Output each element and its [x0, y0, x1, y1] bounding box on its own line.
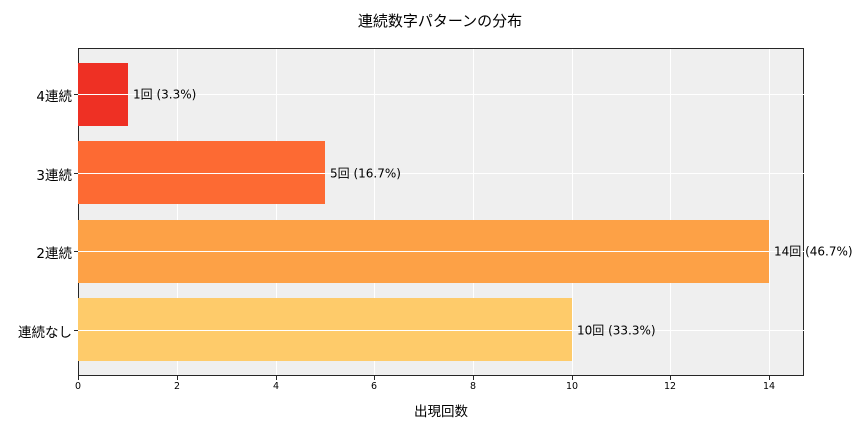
gridline-y-2-consecutive	[78, 251, 804, 252]
bar-no-consecutive	[78, 298, 572, 361]
x-axis-label: 出現回数	[414, 404, 468, 420]
ytick-mark	[74, 251, 78, 252]
gridline-y-4-consecutive	[78, 94, 804, 95]
xtick-label-4: 4	[272, 381, 280, 392]
gridline-y-3-consecutive	[78, 173, 804, 174]
bar-label-2-consecutive: 14回 (46.7%)	[774, 244, 853, 259]
gridline-x-12	[670, 48, 671, 376]
spine-bottom	[78, 375, 804, 376]
ytick-label-2-consecutive: 2連続	[36, 246, 72, 262]
xtick-mark	[769, 376, 770, 380]
plot-area	[78, 48, 804, 376]
xtick-label-12: 12	[663, 381, 677, 392]
ytick-mark	[74, 173, 78, 174]
ytick-label-3-consecutive: 3連続	[36, 168, 72, 184]
xtick-mark	[670, 376, 671, 380]
xtick-mark	[78, 376, 79, 380]
xtick-mark	[276, 376, 277, 380]
xtick-label-14: 14	[762, 381, 776, 392]
bar-label-no-consecutive: 10回 (33.3%)	[577, 323, 656, 338]
spine-right	[803, 48, 804, 376]
xtick-label-0: 0	[74, 381, 82, 392]
xtick-mark	[177, 376, 178, 380]
xtick-mark	[473, 376, 474, 380]
xtick-mark	[572, 376, 573, 380]
gridline-y-no-consecutive	[78, 330, 804, 331]
chart-title: 連続数字パターンの分布	[357, 12, 523, 30]
xtick-label-6: 6	[370, 381, 378, 392]
bar-3-consecutive	[78, 141, 325, 204]
gridline-x-4	[276, 48, 277, 376]
spine-left	[78, 48, 79, 376]
bar-label-4-consecutive: 1回 (3.3%)	[133, 87, 197, 102]
xtick-label-2: 2	[173, 381, 181, 392]
gridline-x-8	[473, 48, 474, 376]
gridline-x-14	[769, 48, 770, 376]
ytick-mark	[74, 330, 78, 331]
bar-label-3-consecutive: 5回 (16.7%)	[330, 166, 401, 181]
ytick-label-no-consecutive: 連続なし	[18, 325, 72, 341]
gridline-x-6	[374, 48, 375, 376]
spine-top	[78, 48, 804, 49]
ytick-mark	[74, 94, 78, 95]
gridline-x-10	[572, 48, 573, 376]
xtick-mark	[374, 376, 375, 380]
gridline-x-2	[177, 48, 178, 376]
ytick-label-4-consecutive: 4連続	[36, 89, 72, 105]
xtick-label-10: 10	[565, 381, 579, 392]
xtick-label-8: 8	[469, 381, 477, 392]
